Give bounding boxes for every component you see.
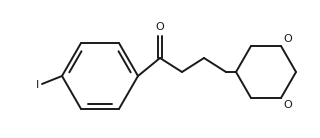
Text: O: O: [156, 22, 164, 32]
Text: I: I: [36, 80, 39, 90]
Text: O: O: [283, 34, 292, 44]
Text: O: O: [283, 100, 292, 110]
